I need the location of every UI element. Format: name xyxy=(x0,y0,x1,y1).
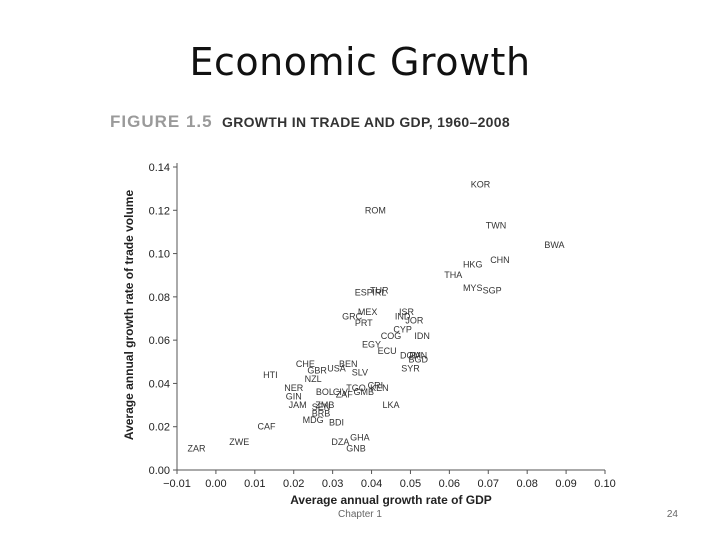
data-point-gbr: GBR xyxy=(307,365,327,375)
x-tick-label: 0.03 xyxy=(322,478,343,490)
data-point-irl: IRL xyxy=(372,288,386,298)
data-point-gmb: GMB xyxy=(354,387,375,397)
data-point-gha: GHA xyxy=(350,433,370,443)
y-axis-label: Average annual growth rate of trade volu… xyxy=(122,190,136,441)
data-point-bgd: BGD xyxy=(408,355,428,365)
data-point-cyp: CYP xyxy=(393,324,412,334)
data-point-ben: BEN xyxy=(339,359,358,369)
data-point-jor: JOR xyxy=(405,316,424,326)
data-point-grc: GRC xyxy=(342,311,363,321)
figure-title: GROWTH IN TRADE AND GDP, 1960–2008 xyxy=(222,114,510,130)
chart-axes: −0.01 0.00 0.01 0.02 0.03 0.04 0.05 0.06 0.07 0.0… xyxy=(149,162,616,490)
data-point-rom: ROM xyxy=(365,205,386,215)
x-tick-label: 0.04 xyxy=(361,478,382,490)
x-axis-label: Average annual growth rate of GDP xyxy=(290,493,492,507)
data-point-dom: DOM xyxy=(400,350,421,360)
data-point-isr: ISR xyxy=(399,307,415,317)
y-tick-label: 0.04 xyxy=(149,378,170,390)
data-point-bol: BOL xyxy=(316,387,334,397)
data-point-hti: HTI xyxy=(263,370,278,380)
x-tick-label: 0.00 xyxy=(205,478,226,490)
footer-chapter: Chapter 1 xyxy=(338,509,382,520)
data-point-tur: TUR xyxy=(370,285,389,295)
data-point-brb: BRB xyxy=(312,409,331,419)
data-point-bwa: BWA xyxy=(544,240,564,250)
data-point-ecu: ECU xyxy=(378,346,397,356)
x-tick-label: 0.10 xyxy=(594,478,615,490)
x-tick-label: 0.09 xyxy=(555,478,576,490)
data-point-zar: ZAR xyxy=(187,443,206,453)
data-point-tha: THA xyxy=(444,270,462,280)
data-point-usa: USA xyxy=(327,363,346,373)
data-point-chn: CHN xyxy=(490,255,510,265)
data-point-sen: SEN xyxy=(312,402,331,412)
data-point-che: CHE xyxy=(296,359,315,369)
data-point-idn: IDN xyxy=(414,331,430,341)
data-point-zmb: ZMB xyxy=(315,400,334,410)
data-point-cri: CRI xyxy=(368,381,384,391)
data-point-gin: GIN xyxy=(286,391,302,401)
data-point-lka: LKA xyxy=(382,400,399,410)
data-point-hkg: HKG xyxy=(463,259,483,269)
data-point-egy: EGY xyxy=(362,339,381,349)
y-tick-label: 0.06 xyxy=(149,335,170,347)
data-point-ind: IND xyxy=(395,311,411,321)
figure-label: FIGURE 1.5 xyxy=(110,112,213,131)
data-point-gnb: GNB xyxy=(346,443,366,453)
data-point-ken: KEN xyxy=(370,383,389,393)
data-point-slv: SLV xyxy=(352,368,368,378)
data-point-bdi: BDI xyxy=(329,417,344,427)
y-tick-label: 0.10 xyxy=(149,249,170,261)
data-point-syr: SYR xyxy=(401,363,420,373)
y-tick-label: 0.14 xyxy=(149,162,170,174)
data-point-esp: ESP xyxy=(355,288,373,298)
data-point-ner: NER xyxy=(284,383,304,393)
x-tick-label: 0.02 xyxy=(283,478,304,490)
x-tick-label: 0.07 xyxy=(478,478,499,490)
x-tick-label: 0.01 xyxy=(244,478,265,490)
page-number: 24 xyxy=(666,509,678,520)
data-point-jam: JAM xyxy=(289,400,307,410)
data-point-tgo: TGO xyxy=(346,383,366,393)
data-point-zwe: ZWE xyxy=(229,437,249,447)
x-tick-label: 0.06 xyxy=(439,478,460,490)
data-point-pan: PAN xyxy=(409,350,427,360)
data-point-nzl: NZL xyxy=(305,374,322,384)
data-point-zaf: ZAF xyxy=(336,389,354,399)
data-point-dza: DZA xyxy=(331,437,349,447)
y-tick-label: 0.00 xyxy=(149,465,170,477)
data-point-twn: TWN xyxy=(486,220,507,230)
data-point-cog: COG xyxy=(381,331,402,341)
y-tick-label: 0.08 xyxy=(149,292,170,304)
data-point-civ: CIV xyxy=(333,387,348,397)
x-tick-label: 0.05 xyxy=(400,478,421,490)
data-point-mdg: MDG xyxy=(303,415,324,425)
data-point-caf: CAF xyxy=(257,422,276,432)
data-point-kor: KOR xyxy=(471,179,491,189)
x-tick-label: 0.08 xyxy=(516,478,537,490)
data-point-prt: PRT xyxy=(355,318,373,328)
slide-title: Economic Growth xyxy=(189,40,531,84)
data-point-mex: MEX xyxy=(358,307,378,317)
data-point-sgp: SGP xyxy=(483,285,502,295)
y-tick-label: 0.12 xyxy=(149,205,170,217)
data-point-mys: MYS xyxy=(463,283,483,293)
x-tick-label: −0.01 xyxy=(163,478,191,490)
y-tick-label: 0.02 xyxy=(149,422,170,434)
